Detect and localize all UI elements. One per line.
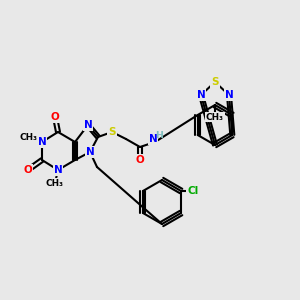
Text: CH₃: CH₃ xyxy=(19,133,37,142)
Text: N: N xyxy=(38,137,46,147)
Text: N: N xyxy=(85,147,94,157)
Text: N: N xyxy=(148,134,158,144)
Text: S: S xyxy=(211,77,219,87)
Text: O: O xyxy=(136,155,144,165)
Text: CH₃: CH₃ xyxy=(206,112,224,122)
Text: O: O xyxy=(24,165,32,175)
Text: N: N xyxy=(54,165,62,175)
Text: S: S xyxy=(108,127,116,137)
Text: N: N xyxy=(225,90,233,100)
Text: N: N xyxy=(84,120,92,130)
Text: N: N xyxy=(196,90,206,100)
Text: CH₃: CH₃ xyxy=(46,178,64,188)
Text: O: O xyxy=(51,112,59,122)
Text: H: H xyxy=(155,130,163,140)
Text: Cl: Cl xyxy=(188,186,199,196)
